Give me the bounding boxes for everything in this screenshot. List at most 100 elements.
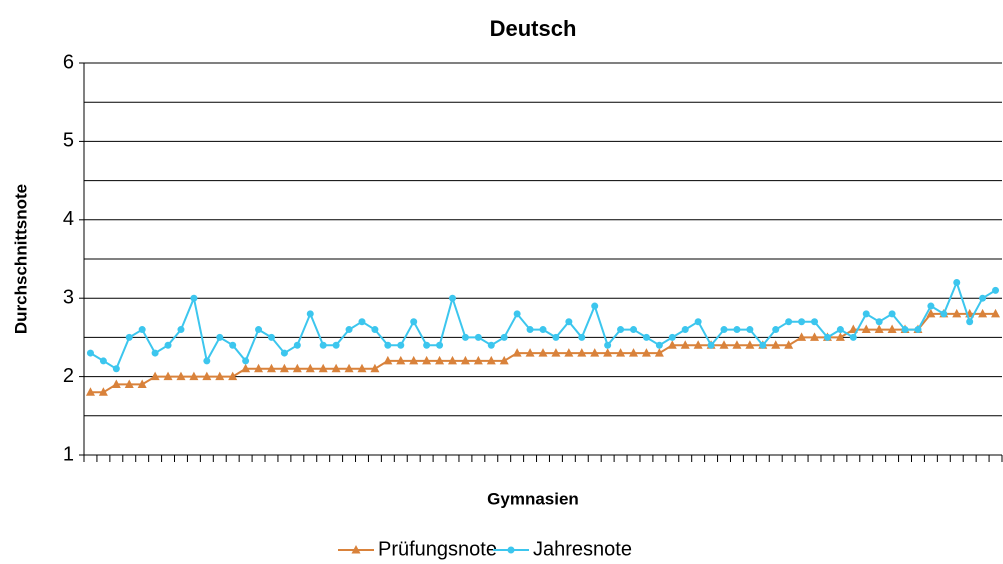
point [680, 340, 690, 349]
point [306, 310, 314, 318]
point [874, 324, 884, 334]
point [203, 357, 211, 365]
point [888, 310, 896, 318]
point [499, 355, 509, 365]
point [849, 333, 857, 341]
point [99, 357, 107, 365]
point [137, 379, 147, 388]
point [629, 348, 639, 357]
x-axis-label: Gymnasien [487, 489, 579, 508]
point [305, 363, 315, 373]
point [797, 332, 807, 341]
point [98, 387, 108, 396]
point [229, 341, 237, 349]
point [732, 340, 742, 349]
legend-label: Jahresnote [533, 538, 632, 560]
point [526, 326, 534, 334]
point [371, 326, 379, 334]
point [280, 349, 288, 357]
point [759, 341, 767, 349]
legend-marker [351, 545, 361, 554]
point [241, 363, 251, 373]
point [667, 340, 677, 349]
point [357, 363, 367, 373]
point [85, 387, 95, 396]
point [719, 340, 729, 349]
point [460, 355, 470, 365]
point [654, 348, 664, 357]
point [331, 363, 341, 373]
point [552, 333, 560, 341]
point [293, 341, 301, 349]
point [292, 363, 302, 373]
point [681, 326, 689, 334]
point [202, 371, 212, 381]
point [344, 363, 354, 373]
point [254, 363, 264, 373]
point [578, 333, 586, 341]
point [694, 318, 702, 326]
point [642, 333, 650, 341]
point [953, 279, 961, 287]
point [255, 326, 263, 334]
point [473, 355, 483, 365]
point [848, 324, 858, 334]
point [901, 326, 909, 334]
point [798, 318, 806, 326]
point [86, 349, 94, 357]
point [784, 340, 794, 349]
point [487, 341, 495, 349]
legend-marker [507, 546, 515, 554]
point [539, 326, 547, 334]
point [163, 371, 173, 381]
point [215, 371, 225, 381]
point [500, 333, 508, 341]
point [591, 302, 599, 310]
point [835, 332, 845, 341]
point [383, 355, 393, 365]
point [927, 302, 935, 310]
point [875, 318, 883, 326]
point [370, 363, 380, 373]
point [345, 326, 353, 334]
point [720, 326, 728, 334]
point [836, 326, 844, 334]
point [992, 286, 1000, 294]
point [538, 348, 548, 357]
point [150, 371, 160, 381]
point [668, 333, 676, 341]
point [164, 341, 172, 349]
point [914, 326, 922, 334]
point [435, 355, 445, 365]
point [189, 371, 199, 381]
point [125, 333, 133, 341]
point [966, 318, 974, 326]
point [177, 326, 185, 334]
y-tick-label: 4 [63, 208, 74, 230]
point [190, 294, 198, 302]
point [630, 326, 638, 334]
point [267, 333, 275, 341]
point [617, 326, 625, 334]
point [448, 294, 456, 302]
point [396, 355, 406, 365]
point [641, 348, 651, 357]
point [384, 341, 392, 349]
point [861, 324, 871, 334]
point [410, 318, 418, 326]
point [318, 363, 328, 373]
point [565, 318, 573, 326]
point [279, 363, 289, 373]
point [771, 340, 781, 349]
point [228, 371, 238, 381]
legend-label: Prüfungsnote [378, 538, 497, 560]
point [810, 332, 820, 341]
point [707, 341, 715, 349]
point [887, 324, 897, 334]
point [111, 379, 121, 388]
point [823, 333, 831, 341]
point [512, 348, 522, 357]
point [447, 355, 457, 365]
point [474, 333, 482, 341]
